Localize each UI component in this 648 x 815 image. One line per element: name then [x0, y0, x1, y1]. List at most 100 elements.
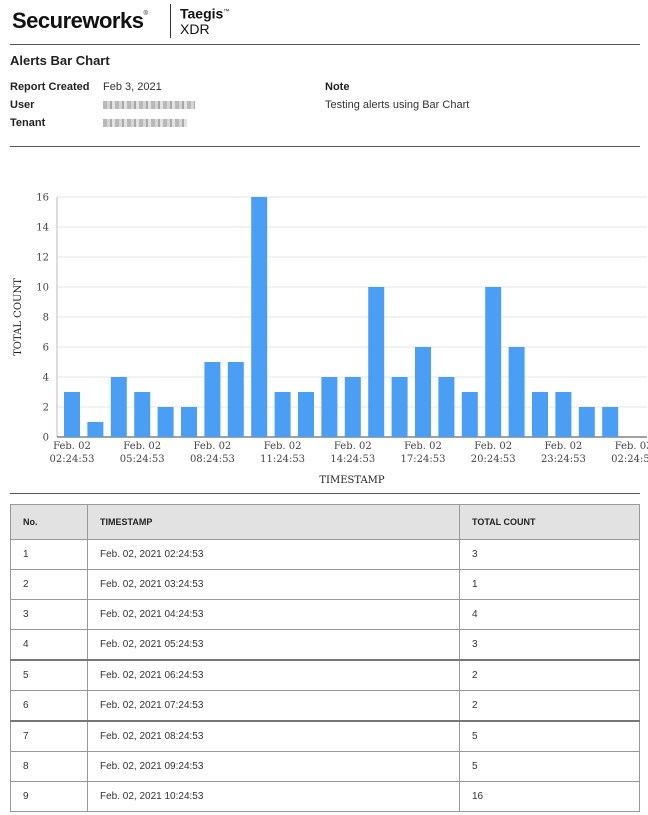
alerts-table: No. TIMESTAMP TOTAL COUNT 1 Feb. 02, 2021… [10, 504, 640, 812]
bar [204, 362, 221, 437]
bar [251, 197, 268, 437]
table-row: 8 Feb. 02, 2021 09:24:53 5 [10, 751, 640, 782]
table-row: 3 Feb. 02, 2021 04:24:53 4 [10, 599, 640, 630]
x-tick-label: 17:24:53 [401, 454, 446, 465]
chart-divider [10, 493, 640, 494]
table-header-row: No. TIMESTAMP TOTAL COUNT [10, 504, 640, 540]
bar [298, 392, 314, 437]
x-tick-label: Feb. 02 [123, 441, 161, 452]
x-tick-label: 05:24:53 [120, 454, 165, 465]
bar [64, 392, 80, 437]
bar [532, 392, 548, 437]
cell-no: 2 [10, 569, 88, 600]
y-tick-label: 16 [36, 193, 49, 204]
table-row: 5 Feb. 02, 2021 06:24:53 2 [10, 659, 640, 691]
user-value-redacted [103, 101, 195, 109]
table-row: 2 Feb. 02, 2021 03:24:53 1 [10, 569, 640, 600]
cell-no: 9 [10, 781, 88, 812]
cell-total-count: 3 [459, 629, 640, 661]
cell-no: 4 [10, 629, 88, 661]
bar [555, 392, 572, 437]
y-tick-label: 0 [43, 433, 49, 444]
bar [134, 392, 151, 437]
table-row: 7 Feb. 02, 2021 08:24:53 5 [10, 720, 640, 752]
cell-total-count: 2 [459, 690, 640, 722]
cell-timestamp: Feb. 02, 2021 02:24:53 [87, 539, 460, 570]
x-tick-label: Feb. 02 [404, 441, 442, 452]
bar [110, 377, 127, 437]
bar [227, 362, 244, 437]
cell-timestamp: Feb. 02, 2021 06:24:53 [87, 659, 460, 691]
user-label: User [10, 99, 35, 111]
secureworks-logo: Secureworks® [12, 8, 148, 33]
table-row: 1 Feb. 02, 2021 02:24:53 3 [10, 539, 640, 570]
report-created-label: Report Created [10, 81, 90, 93]
cell-timestamp: Feb. 02, 2021 04:24:53 [87, 599, 460, 630]
x-tick-label: Feb. 02 [53, 441, 91, 452]
x-tick-label: 14:24:53 [330, 454, 375, 465]
y-tick-label: 10 [36, 283, 49, 294]
cell-no: 7 [10, 720, 88, 752]
y-tick-label: 8 [43, 313, 49, 324]
cell-timestamp: Feb. 02, 2021 10:24:53 [87, 781, 460, 812]
y-tick-label: 6 [43, 343, 49, 354]
y-axis-title: TOTAL COUNT [13, 278, 24, 356]
cell-timestamp: Feb. 02, 2021 03:24:53 [87, 569, 460, 600]
y-tick-label: 14 [36, 223, 49, 234]
note-value: Testing alerts using Bar Chart [325, 99, 470, 111]
alerts-bar-chart: 0 2 4 6 8 10 12 14 16 Feb. 02 02:24:53 Feb. 02 05:24… [13, 193, 648, 487]
cell-total-count: 5 [459, 720, 640, 752]
report-created-value: Feb 3, 2021 [103, 81, 162, 93]
x-tick-label: Feb. 03 [615, 441, 648, 452]
note-label: Note [325, 81, 350, 93]
bar [321, 377, 338, 437]
column-header-total-count: TOTAL COUNT [459, 504, 640, 540]
bar [578, 407, 595, 437]
taegis-xdr-logo: Taegis™ XDR [180, 5, 230, 37]
y-tick-label: 12 [36, 253, 49, 264]
section-divider [10, 146, 640, 147]
cell-total-count: 3 [459, 539, 640, 570]
bar [368, 287, 385, 437]
cell-total-count: 5 [459, 751, 640, 782]
cell-no: 8 [10, 751, 88, 782]
tenant-label: Tenant [10, 117, 46, 129]
bar [391, 377, 408, 437]
x-tick-label: 11:24:53 [260, 454, 305, 465]
cell-total-count: 16 [459, 781, 640, 812]
cell-no: 5 [10, 659, 88, 691]
x-tick-label: Feb. 02 [474, 441, 512, 452]
cell-timestamp: Feb. 02, 2021 07:24:53 [87, 690, 460, 722]
table-row: 6 Feb. 02, 2021 07:24:53 2 [10, 690, 640, 722]
column-header-no: No. [10, 504, 88, 540]
x-tick-label: Feb. 02 [194, 441, 232, 452]
tenant-value-redacted [103, 119, 187, 127]
cell-no: 3 [10, 599, 88, 630]
report-title: Alerts Bar Chart [10, 53, 110, 68]
logo-divider [170, 4, 171, 38]
bar [344, 377, 361, 437]
bar [274, 392, 291, 437]
x-tick-label: 02:24:53 [50, 454, 95, 465]
bar [461, 392, 478, 437]
report-header: Secureworks® Taegis™ XDR [10, 0, 640, 45]
cell-timestamp: Feb. 02, 2021 09:24:53 [87, 751, 460, 782]
x-tick-label: Feb. 02 [334, 441, 372, 452]
column-header-timestamp: TIMESTAMP [87, 504, 460, 540]
y-tick-label: 2 [43, 403, 49, 414]
x-tick-label: Feb. 02 [545, 441, 583, 452]
bar [485, 287, 502, 437]
bar [181, 407, 197, 437]
cell-total-count: 1 [459, 569, 640, 600]
x-axis-title: TIMESTAMP [319, 475, 385, 486]
table-row: 4 Feb. 02, 2021 05:24:53 3 [10, 629, 640, 661]
bar [415, 347, 431, 437]
y-tick-label: 4 [43, 373, 49, 384]
table-row: 9 Feb. 02, 2021 10:24:53 16 [10, 781, 640, 812]
bar [602, 407, 619, 437]
x-tick-label: 20:24:53 [471, 454, 516, 465]
bar [508, 347, 525, 437]
bar [438, 377, 455, 437]
cell-total-count: 4 [459, 599, 640, 630]
x-tick-label: 08:24:53 [190, 454, 235, 465]
